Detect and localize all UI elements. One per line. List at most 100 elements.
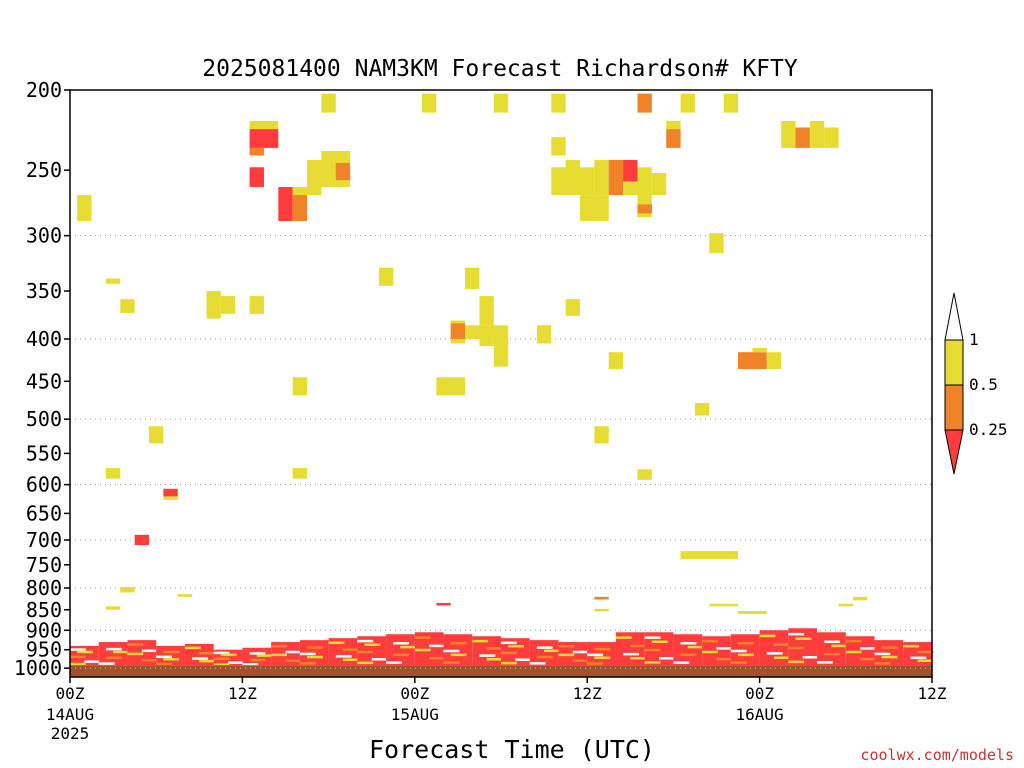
ri-cell [163,496,178,500]
ri-cell [666,120,681,130]
bl-strip [127,643,144,646]
ri-cell [292,377,308,396]
legend-label: 1 [969,330,979,349]
ri-cell [838,603,853,607]
bl-strip [630,657,647,660]
credit-link[interactable]: coolwx.com/models [860,746,1014,764]
ri-cell [637,469,652,480]
ri-cell [795,127,810,148]
x-tick-year: 2025 [51,724,90,743]
ri-cell [249,296,264,314]
ri-cell [680,93,695,113]
bl-strip [773,656,790,660]
bl-strip [156,662,173,666]
ri-cell [105,278,121,284]
ri-cell [680,551,739,559]
ri-cell [479,296,494,326]
ri-cell [824,127,839,148]
ri-cell [249,167,264,187]
bl-strip [615,636,632,639]
bl-strip [594,647,611,651]
bl-strip [386,661,402,664]
x-tick-date: 16AUG [736,705,784,724]
bl-strip [70,655,86,659]
chart-title: 2025081400 NAM3KM Forecast Richardson# K… [202,56,798,82]
ri-cell [307,159,322,192]
bl-strip [716,647,733,650]
ri-cell [738,611,767,614]
ri-cell [465,325,509,339]
bl-strip [817,661,833,664]
ri-cell [637,93,652,113]
bl-strip [587,662,604,665]
bl-strip [508,644,524,648]
bl-strip [536,655,553,659]
bl-strip [249,658,266,662]
bl-strip [903,644,920,648]
bl-strip [184,646,201,650]
ri-cell [105,606,121,610]
bl-strip [307,655,323,659]
ri-cell [479,338,494,347]
ground-fill [70,665,932,677]
ri-cell [292,191,308,221]
bl-strip [702,650,718,654]
bl-strip [98,662,115,665]
bl-strip [702,639,718,643]
bl-strip [860,647,876,650]
bl-strip [730,661,747,664]
ri-cell [493,338,509,367]
ri-cell [450,323,466,339]
ri-cell [120,299,135,313]
ri-cell [594,596,609,600]
bl-strip [659,657,675,660]
bl-strip [242,663,259,666]
y-tick-label: 700 [26,528,62,552]
y-tick-label: 1000 [14,656,62,680]
bl-strip [716,657,733,661]
bl-strip [364,643,381,646]
bl-strip [558,653,575,657]
bl-strip [486,657,503,661]
ri-cell [580,167,595,196]
bl-strip [788,632,805,636]
bl-strip [623,652,639,656]
bl-strip [285,659,302,662]
y-tick-label: 650 [26,501,62,525]
ri-cell [738,352,767,370]
bl-strip [824,640,841,644]
bl-strip [307,646,323,649]
bl-strip [141,658,158,662]
bl-strip [429,657,445,660]
x-tick-label: 00Z [56,684,85,703]
bl-strip [450,642,467,645]
ri-cell [852,596,868,601]
y-tick-label: 950 [26,638,62,662]
bl-strip [450,653,467,657]
ri-cell [249,147,264,156]
bl-strip [860,657,876,661]
y-tick-label: 900 [26,618,62,642]
bl-column [386,634,415,666]
bl-strip [357,639,374,643]
y-tick-label: 550 [26,441,62,465]
bl-strip [228,661,244,664]
bl-strip [501,651,517,655]
ri-cell [594,159,609,196]
ri-cell [249,129,279,148]
ri-cell [77,195,92,221]
ri-cell [551,167,581,196]
bl-strip [199,651,216,655]
ri-cell [709,603,739,607]
bl-strip [77,650,93,654]
ri-cell [149,426,164,444]
bl-strip [874,662,891,665]
bl-strip [687,645,704,649]
ri-cell [781,120,796,148]
ri-cell [120,587,135,593]
bl-strip [213,651,230,655]
ri-cell [536,325,552,344]
bl-strip [342,648,359,651]
bl-strip [738,653,754,657]
bl-strip [156,655,173,659]
